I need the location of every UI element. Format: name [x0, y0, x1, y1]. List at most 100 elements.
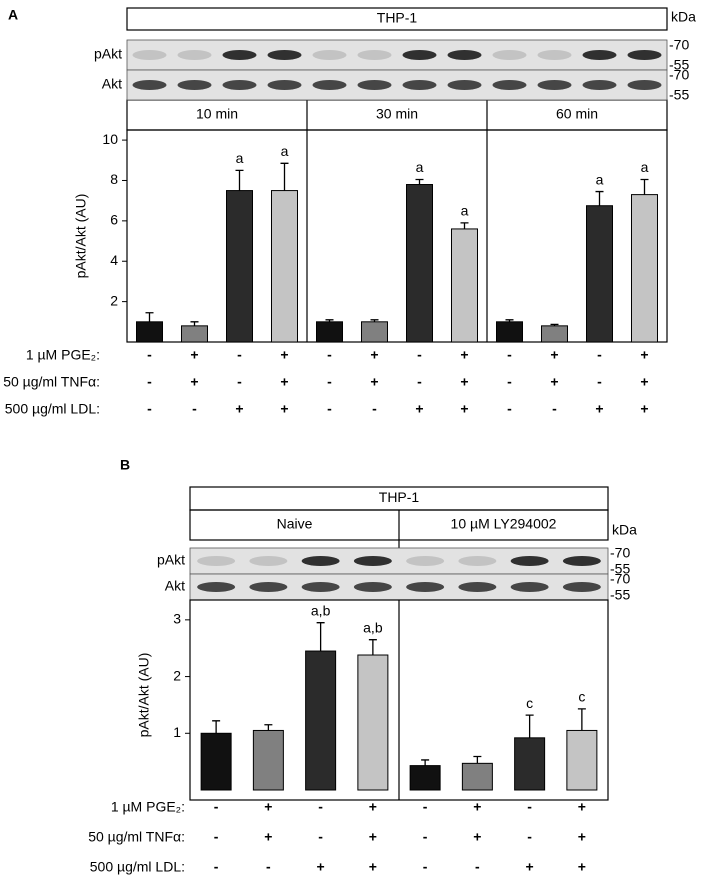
condition-sign: -	[507, 401, 512, 417]
condition-sign: -	[214, 829, 219, 845]
blot-band	[562, 582, 601, 592]
condition-sign: -	[318, 829, 323, 845]
blot-band	[357, 80, 392, 90]
blot-band	[458, 582, 497, 592]
bar	[271, 190, 298, 343]
bar	[514, 737, 546, 791]
y-axis-label: pAkt/Akt (AU)	[136, 653, 152, 738]
bar	[496, 321, 523, 343]
kda-marker: -55	[669, 57, 689, 73]
significance-label: a	[596, 171, 604, 187]
error-bar	[280, 162, 289, 191]
condition-sign: -	[597, 347, 602, 363]
condition-sign: -	[214, 799, 219, 815]
blot-band	[562, 556, 601, 566]
condition-sign: -	[372, 401, 377, 417]
condition-sign: -	[214, 859, 219, 875]
condition-sign: +	[526, 859, 534, 875]
condition-label: 500 µg/ml LDL:	[5, 401, 100, 417]
condition-sign: +	[640, 401, 648, 417]
y-tick-label: 3	[173, 611, 181, 627]
blot-band	[353, 582, 392, 592]
bar	[136, 321, 163, 343]
blot-band	[301, 556, 340, 566]
y-tick-label: 8	[110, 171, 118, 187]
condition-sign: -	[237, 347, 242, 363]
condition-sign: +	[415, 401, 423, 417]
blot-band	[627, 50, 662, 60]
error-bar	[415, 178, 424, 185]
condition-sign: +	[280, 401, 288, 417]
group-label: 60 min	[556, 106, 598, 122]
bar	[541, 325, 568, 343]
condition-sign: +	[190, 374, 198, 390]
condition-sign: -	[318, 799, 323, 815]
error-bar	[325, 319, 334, 322]
error-bar	[212, 720, 221, 734]
bar	[461, 762, 493, 791]
bar	[357, 654, 389, 791]
blot-band	[312, 50, 347, 60]
condition-sign: +	[264, 829, 272, 845]
error-bar	[577, 708, 586, 731]
error-bar	[421, 759, 430, 766]
condition-sign: +	[460, 374, 468, 390]
header-box	[126, 7, 668, 31]
blot-band	[492, 50, 527, 60]
blot-band	[249, 556, 288, 566]
condition-sign: +	[369, 829, 377, 845]
condition-sign: -	[327, 401, 332, 417]
condition-sign: -	[147, 374, 152, 390]
panel-label: A	[8, 7, 18, 23]
bar	[200, 732, 232, 791]
condition-sign: -	[507, 374, 512, 390]
condition-sign: -	[237, 374, 242, 390]
blot	[126, 39, 668, 71]
condition-sign: +	[473, 799, 481, 815]
error-bar	[190, 321, 199, 326]
condition-sign: +	[578, 829, 586, 845]
condition-sign: +	[473, 829, 481, 845]
condition-sign: -	[423, 829, 428, 845]
error-bar	[595, 190, 604, 206]
error-bar	[525, 714, 534, 738]
kda-title: kDa	[671, 9, 696, 25]
condition-sign: +	[280, 374, 288, 390]
blot-band	[627, 80, 662, 90]
group-label: 10 min	[196, 106, 238, 122]
error-bar	[235, 169, 244, 191]
condition-label: 1 µM PGE₂:	[26, 347, 100, 363]
significance-label: c	[526, 695, 533, 711]
blot-band	[510, 582, 549, 592]
condition-sign: -	[327, 347, 332, 363]
blot-band	[177, 80, 212, 90]
condition-sign: -	[417, 374, 422, 390]
blot-band	[492, 80, 527, 90]
bar	[409, 765, 441, 791]
bar	[181, 325, 208, 343]
blot-band	[177, 50, 212, 60]
bar	[406, 184, 433, 343]
condition-sign: +	[640, 374, 648, 390]
blot-band	[402, 80, 437, 90]
condition-sign: +	[640, 347, 648, 363]
blot-band	[582, 80, 617, 90]
plot-box	[126, 129, 668, 343]
blot-band	[249, 582, 288, 592]
significance-label: a	[416, 159, 424, 175]
condition-sign: -	[147, 347, 152, 363]
condition-sign: +	[578, 859, 586, 875]
y-tick-label: 2	[173, 667, 181, 683]
condition-label: 50 µg/ml TNFα:	[3, 374, 100, 390]
condition-sign: -	[552, 401, 557, 417]
y-tick-label: 2	[110, 292, 118, 308]
blot-band	[132, 50, 167, 60]
significance-label: a	[281, 143, 289, 159]
group-label: Naive	[277, 516, 313, 532]
kda-marker: -70	[610, 545, 630, 561]
bar	[451, 228, 478, 343]
error-bar	[550, 323, 559, 326]
error-bar	[370, 319, 379, 322]
condition-sign: +	[550, 374, 558, 390]
